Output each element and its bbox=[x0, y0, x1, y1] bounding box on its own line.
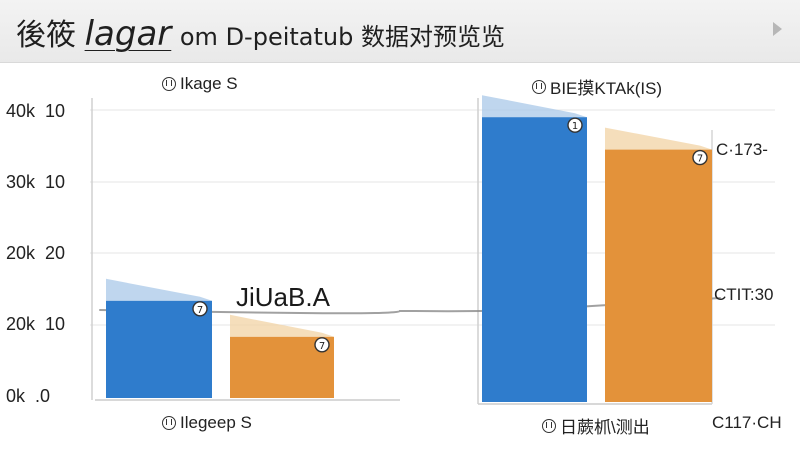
panel-1-bar-1-marker bbox=[192, 301, 208, 317]
y-tick-label: 20k 20 bbox=[6, 243, 66, 263]
panel-2-bar-2-highlight bbox=[605, 127, 712, 150]
right-annotation-bottom: C117·CH bbox=[712, 413, 782, 432]
chart-header: 後筱 lagar om D-peitatub 数据对预览览 bbox=[0, 0, 800, 63]
y-tick-label: 20k 10 bbox=[6, 314, 66, 334]
title-part-2: lagar bbox=[84, 14, 172, 54]
y-tick-label: 30k 10 bbox=[6, 172, 66, 192]
right-annotation-mid: CTIT:30 bbox=[714, 285, 774, 304]
panel-2-x-label-text: 日蕨枛\测出 bbox=[560, 418, 650, 437]
panel-1-bar-1-highlight bbox=[106, 278, 212, 301]
panel-1-bar-2-marker-label: 7 bbox=[319, 341, 325, 352]
right-annotation-top: C·173- bbox=[716, 140, 768, 159]
panel-1-bar-2-highlight bbox=[230, 314, 334, 337]
center-annotation: JiUaB.A bbox=[236, 282, 330, 312]
glyph-icon bbox=[542, 418, 556, 433]
panel-1-title-text: Ikage S bbox=[180, 74, 238, 93]
panel-1-bar-1-marker-label: 7 bbox=[197, 305, 203, 316]
panel-2-bar-2-marker-label: 7 bbox=[697, 154, 703, 165]
panel-2-bar-1-highlight bbox=[482, 95, 587, 118]
title-part-1: 後筱 bbox=[16, 18, 76, 53]
panel-2-bar-1-marker-label: 1 bbox=[572, 121, 578, 132]
panel-2-x-label: 日蕨枛\测出 bbox=[542, 413, 650, 438]
panel-2-title-text: BIE摸KTAk(IS) bbox=[550, 79, 663, 98]
panel-2-title: BIE摸KTAk(IS) bbox=[532, 74, 662, 99]
panel-2-bar-1-marker bbox=[567, 117, 583, 133]
panel-2-bar-2 bbox=[605, 149, 712, 402]
expand-arrow-icon[interactable] bbox=[773, 22, 782, 36]
panel-2-bar-2-marker bbox=[692, 149, 708, 166]
y-tick-label: 40k 10 bbox=[6, 101, 66, 121]
panel-1-bar-2-marker bbox=[314, 337, 330, 353]
y-tick-label: 0k .0 bbox=[6, 386, 51, 406]
title-part-3: om D-peitatub 数据对预览览 bbox=[179, 23, 505, 51]
panel-1-x-label-text: Ilegeep S bbox=[180, 413, 252, 432]
glyph-icon bbox=[532, 79, 546, 94]
panel-1-title: Ikage S bbox=[162, 74, 238, 94]
glyph-icon bbox=[162, 77, 176, 91]
panel-1-x-label: Ilegeep S bbox=[162, 413, 252, 433]
glyph-icon bbox=[162, 416, 176, 430]
panel-2-bar-1 bbox=[482, 117, 587, 402]
trend-line bbox=[99, 297, 721, 315]
chart-title: 後筱 lagar om D-peitatub 数据对预览览 bbox=[16, 10, 505, 54]
panel-1-bar-1 bbox=[106, 300, 212, 398]
